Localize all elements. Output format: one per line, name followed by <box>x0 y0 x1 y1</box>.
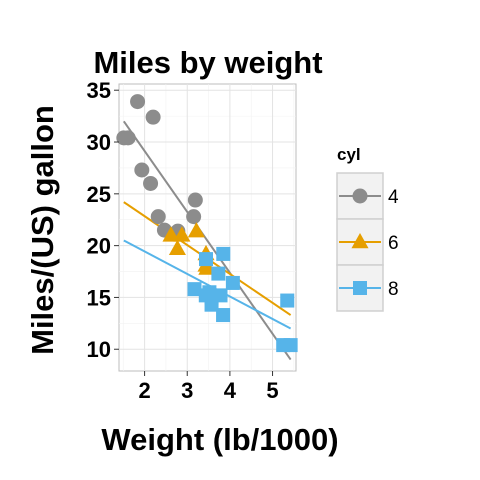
data-point-cyl-4 <box>143 175 159 191</box>
fit-line-cyl-4 <box>123 120 292 361</box>
x-axis-label: Weight (lb/1000) <box>101 422 338 457</box>
y-tick-label: 25 <box>87 182 111 207</box>
data-point-cyl-8 <box>280 293 295 308</box>
data-point-cyl-8 <box>216 308 231 323</box>
data-point-cyl-6 <box>198 259 216 275</box>
data-points <box>116 94 298 353</box>
chart-title: Miles by weight <box>93 45 322 80</box>
legend-title: cyl <box>337 145 361 164</box>
data-point-cyl-4 <box>130 94 146 110</box>
legend-label: 4 <box>388 187 399 208</box>
data-point-cyl-8 <box>225 275 240 290</box>
data-point-cyl-4 <box>187 192 203 208</box>
data-point-cyl-4 <box>120 130 136 146</box>
y-axis-label: Miles/(US) gallon <box>25 105 60 355</box>
data-point-cyl-4 <box>145 109 161 125</box>
data-point-cyl-8 <box>283 338 298 353</box>
data-point-cyl-8 <box>199 252 214 267</box>
data-point-cyl-8 <box>216 246 231 261</box>
legend-key-marker <box>353 281 367 295</box>
legend-key-marker <box>351 233 369 249</box>
data-point-cyl-4 <box>134 162 150 178</box>
data-point-cyl-6 <box>187 222 205 238</box>
data-point-cyl-4 <box>186 209 202 225</box>
y-tick-label: 15 <box>87 285 111 310</box>
x-tick-label: 3 <box>181 378 193 403</box>
data-point-cyl-8 <box>204 290 219 305</box>
y-axis: 10 15 20 25 30 35 <box>87 78 119 362</box>
data-point-cyl-4 <box>150 209 166 225</box>
data-point-cyl-8 <box>187 282 202 297</box>
y-tick-label: 30 <box>87 130 111 155</box>
data-point-cyl-6 <box>173 226 191 242</box>
y-tick-label: 20 <box>87 234 111 259</box>
x-tick-label: 2 <box>138 378 150 403</box>
legend-label: 8 <box>388 279 399 300</box>
x-tick-label: 4 <box>224 378 237 403</box>
legend-label: 6 <box>388 233 399 254</box>
legend-item-cyl-8: 8 <box>336 264 399 312</box>
data-point-cyl-6 <box>168 239 186 256</box>
x-axis: 2 3 4 5 <box>138 371 279 403</box>
legend-item-cyl-6: 6 <box>336 218 399 266</box>
legend-key-marker <box>352 188 368 204</box>
x-tick-label: 5 <box>266 378 278 403</box>
y-tick-label: 35 <box>87 78 111 103</box>
legend: cyl 4 6 8 <box>336 145 399 312</box>
fit-line-cyl-8 <box>123 239 292 330</box>
data-point-cyl-6 <box>162 226 180 242</box>
y-tick-label: 10 <box>87 337 111 362</box>
data-point-cyl-8 <box>211 266 226 281</box>
legend-item-cyl-4: 4 <box>336 172 399 220</box>
